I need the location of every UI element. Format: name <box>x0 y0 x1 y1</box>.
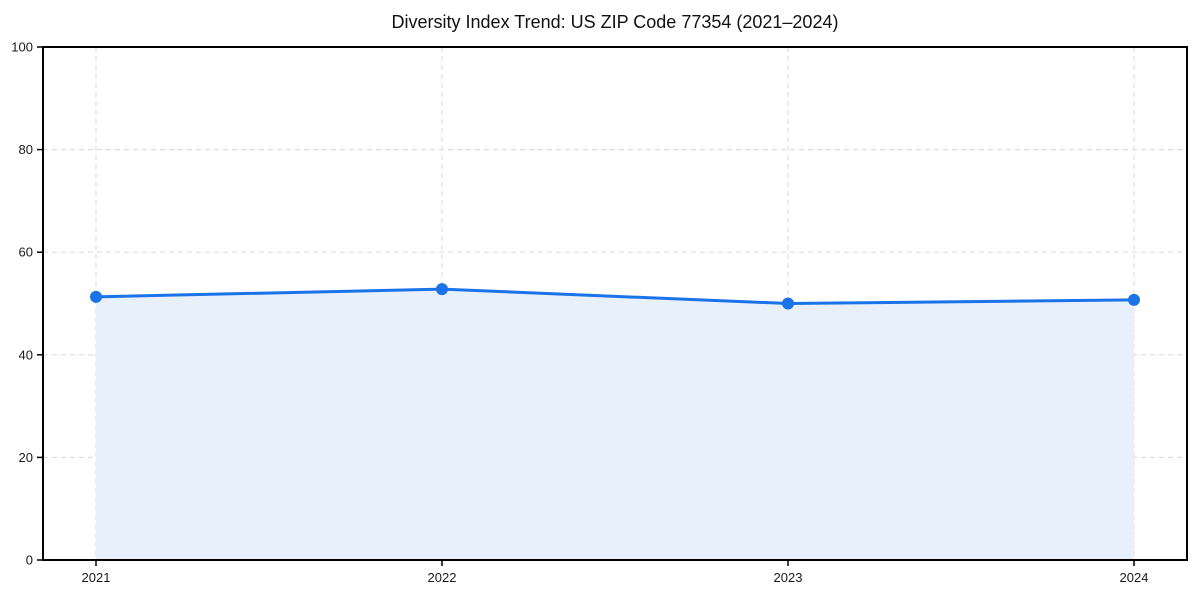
x-tick-label-2023: 2023 <box>774 570 803 585</box>
y-tick-label-0: 0 <box>26 553 33 568</box>
data-point-2024 <box>1128 293 1140 306</box>
data-point-2021 <box>90 290 102 303</box>
y-tick-label-40: 40 <box>19 347 33 362</box>
x-tick-label-2021: 2021 <box>82 570 111 585</box>
y-tick-label-60: 60 <box>19 245 33 260</box>
area-fill <box>96 289 1134 560</box>
data-point-2023 <box>782 297 794 310</box>
y-tick-label-100: 100 <box>11 40 33 55</box>
y-tick-label-20: 20 <box>19 450 33 465</box>
chart-title: Diversity Index Trend: US ZIP Code 77354… <box>391 12 839 32</box>
x-tick-label-2022: 2022 <box>428 570 457 585</box>
plot-frame <box>42 46 1188 561</box>
data-point-2022 <box>436 283 448 296</box>
y-tick-label-80: 80 <box>19 142 33 157</box>
trend-line <box>94 287 1136 305</box>
x-tick-label-2024: 2024 <box>1120 570 1149 585</box>
